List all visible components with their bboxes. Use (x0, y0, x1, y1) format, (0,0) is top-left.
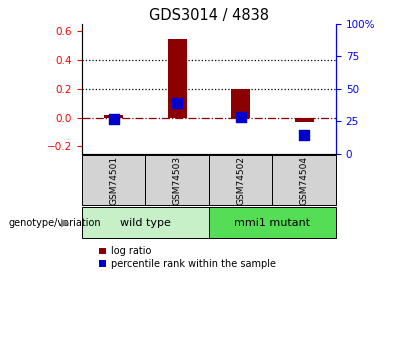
Text: genotype/variation: genotype/variation (8, 218, 101, 227)
Bar (295, 118, 314, 122)
Title: GDS3014 / 4838: GDS3014 / 4838 (149, 8, 269, 23)
Bar (209, 155, 273, 205)
Point (301, 132, 307, 138)
Bar (145, 155, 209, 205)
Text: mmi1 mutant: mmi1 mutant (234, 218, 310, 227)
Bar (168, 39, 187, 118)
Text: wild type: wild type (120, 218, 171, 227)
Bar (209, 207, 336, 238)
Legend: log ratio, percentile rank within the sample: log ratio, percentile rank within the sa… (100, 246, 276, 269)
Point (174, 100, 181, 106)
Bar (104, 115, 123, 118)
Bar (273, 155, 336, 205)
Text: GSM74501: GSM74501 (109, 156, 118, 205)
Point (110, 116, 117, 121)
Text: GSM74502: GSM74502 (236, 156, 245, 205)
Text: ▶: ▶ (61, 218, 69, 227)
Bar (82, 155, 145, 205)
Text: GSM74504: GSM74504 (300, 156, 309, 205)
Bar (82, 207, 209, 238)
Text: GSM74503: GSM74503 (173, 156, 182, 205)
Point (237, 115, 244, 120)
Bar (231, 89, 250, 118)
